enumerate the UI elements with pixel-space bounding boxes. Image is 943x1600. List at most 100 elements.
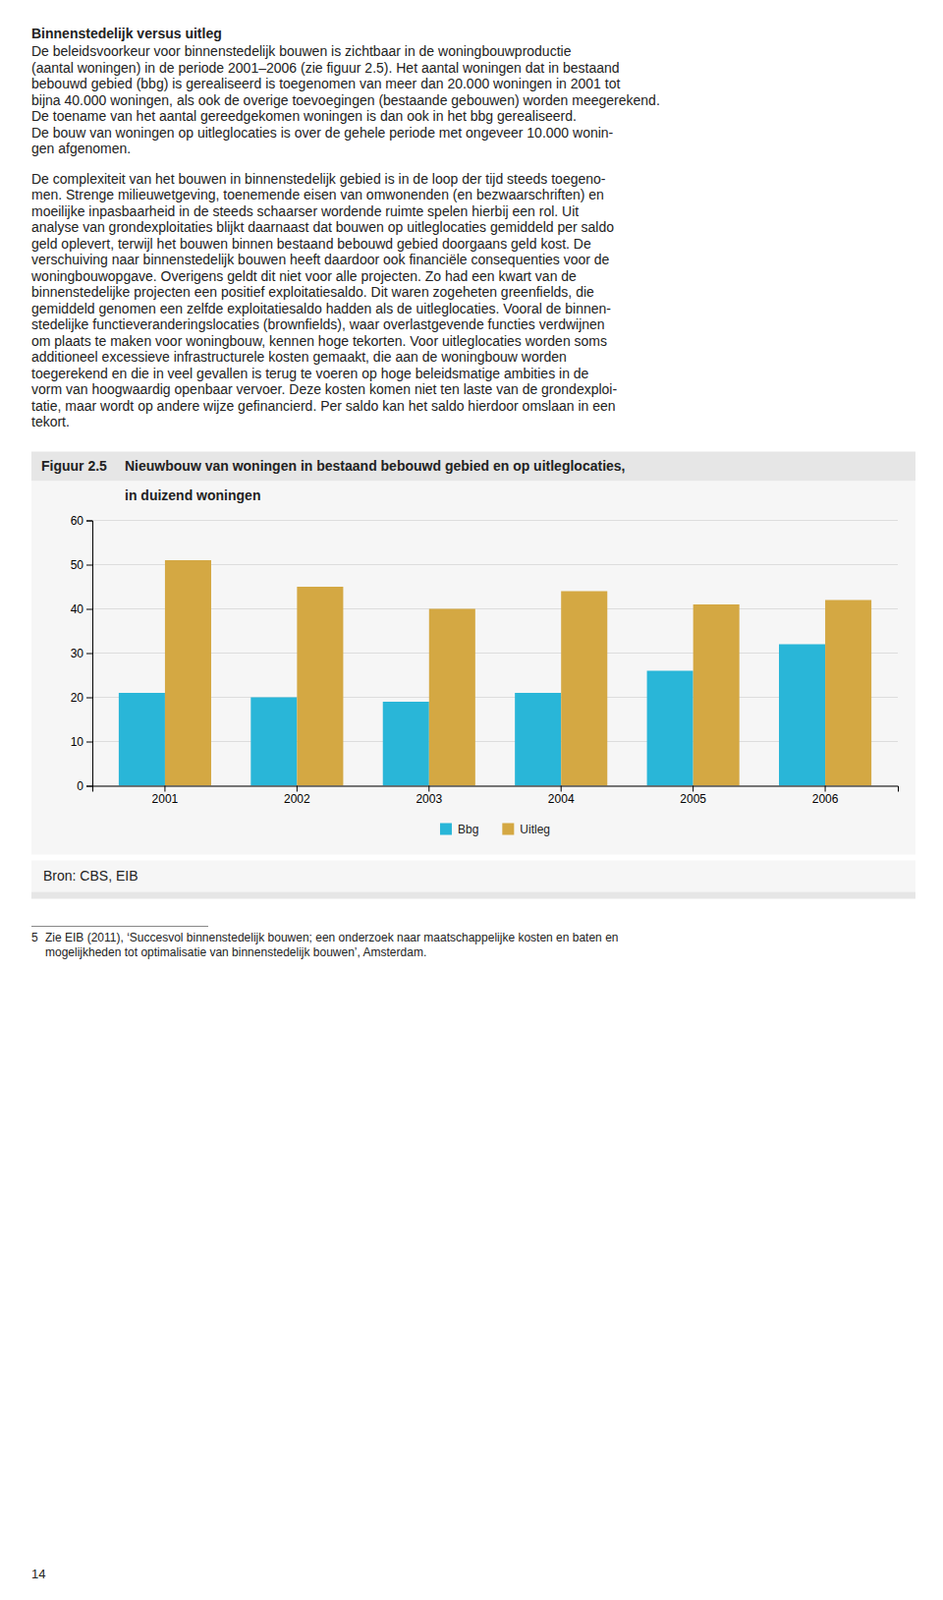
x-tick: 2002 <box>283 785 311 807</box>
chart-title: Nieuwbouw van woningen in bestaand bebou… <box>124 457 625 474</box>
y-tick: 0 <box>76 778 93 793</box>
y-tick-label: 50 <box>70 557 85 572</box>
x-tick-mark <box>164 785 166 792</box>
footnote-line: Zie EIB (2011), ‘Succesvol binnenstedeli… <box>45 930 618 944</box>
x-axis-line <box>93 785 899 792</box>
paragraph-line: geld oplevert, terwijl het bouwen binnen… <box>31 235 592 252</box>
figure-body <box>31 481 916 855</box>
chart-subtitle: in duizend woningen <box>124 487 261 503</box>
y-tick: 10 <box>70 734 93 749</box>
section-heading: Binnenstedelijk versus uitleg <box>31 25 222 42</box>
paragraph-line: tekort. <box>31 413 70 430</box>
paragraph-line: woningbouwopgave. Overigens geldt dit ni… <box>30 268 577 284</box>
paragraph-line: men. Strenge milieuwetgeving, toenemende… <box>31 186 605 203</box>
x-tick-mark <box>560 785 562 792</box>
paragraph-line: analyse van grondexploitaties blijkt daa… <box>31 219 614 235</box>
paragraph-line: vorm van hoogwaardig openbaar vervoer. D… <box>31 381 617 397</box>
bar <box>165 559 212 786</box>
x-tick-label: 2004 <box>548 791 575 806</box>
x-tick-label: 2003 <box>415 791 443 806</box>
paragraph-line: gen afgenomen. <box>31 140 131 157</box>
y-tick-label: 30 <box>70 646 85 661</box>
y-tick-mark <box>86 741 93 743</box>
bar <box>514 692 561 786</box>
x-tick-label: 2005 <box>679 791 707 806</box>
footnote-number: 5 <box>31 930 39 944</box>
paragraph-line: moeilijke inpasbaarheid in de steeds sch… <box>31 203 579 220</box>
y-tick-label: 40 <box>70 602 85 616</box>
x-tick: 2003 <box>415 785 443 807</box>
bar <box>250 697 297 786</box>
bar <box>296 586 343 786</box>
figure-bottom-bar <box>31 891 916 899</box>
x-tick-label: 2006 <box>812 791 839 806</box>
bar <box>560 591 608 786</box>
x-tick-mark <box>692 785 694 792</box>
paragraph-line: bebouwd gebied (bbg) is gerealiseerd is … <box>31 75 620 92</box>
paragraph-line: om plaats te maken voor woningbouw, kenn… <box>31 332 608 349</box>
y-tick-label: 60 <box>70 513 85 528</box>
legend: Bbg Uitleg <box>440 822 551 836</box>
bar <box>825 600 872 786</box>
paragraph-line: binnenstedelijke projecten een positief … <box>31 283 595 300</box>
legend-item: Uitleg <box>501 822 551 836</box>
y-tick: 60 <box>70 513 93 528</box>
x-tick-mark <box>428 785 430 792</box>
y-tick-label: 20 <box>70 690 85 705</box>
legend-label: Bbg <box>457 822 479 836</box>
x-tick: 2001 <box>152 785 179 807</box>
x-tick-mark <box>825 785 827 792</box>
y-tick-mark <box>86 564 93 566</box>
bar <box>647 670 694 786</box>
legend-swatch <box>440 823 452 835</box>
bar <box>118 692 166 786</box>
source-box <box>31 860 916 892</box>
y-tick-mark <box>86 785 93 787</box>
y-tick-mark <box>86 520 93 522</box>
x-tick: 2005 <box>679 785 707 807</box>
paragraph-line: De bouw van woningen op uitleglocaties i… <box>31 124 614 141</box>
grid-line <box>92 608 898 610</box>
bars <box>118 559 872 786</box>
y-tick-mark <box>86 653 93 655</box>
paragraph-line: De toename van het aantal gereedgekomen … <box>31 108 577 124</box>
grid-line <box>92 563 898 565</box>
legend-swatch <box>501 823 514 835</box>
y-tick-mark <box>86 697 93 699</box>
bar <box>693 604 740 786</box>
source-note: Bron: CBS, EIB <box>43 867 138 884</box>
footnote-line: mogelijkheden tot optimalisatie van binn… <box>45 944 427 959</box>
bar-series <box>165 559 872 786</box>
figure-header-bar <box>31 451 916 482</box>
page-number: 14 <box>31 1565 46 1581</box>
legend-item: Bbg <box>440 822 479 836</box>
x-tick: 2004 <box>548 785 575 807</box>
grid-line <box>92 696 898 698</box>
grid <box>92 520 898 786</box>
paragraph-line: toegerekend en die in veel gevallen is t… <box>31 365 590 382</box>
bar <box>383 701 430 786</box>
paragraph-line: tatie, maar wordt op andere wijze gefina… <box>31 397 616 414</box>
paragraph-line: De complexiteit van het bouwen in binnen… <box>31 170 607 187</box>
page: Binnenstedelijk versus uitlegDe beleidsv… <box>0 0 943 1600</box>
paragraph-line: bijna 40.000 woningen, als ook de overig… <box>31 92 661 109</box>
grid-line <box>92 740 898 742</box>
y-tick-mark <box>86 609 93 611</box>
chart: 0 10 20 30 40 50 60 2001 2002 2003 2004 2005 2006 <box>70 513 899 806</box>
x-tick-label: 2002 <box>283 791 311 806</box>
y-axis-line <box>86 520 94 786</box>
grid-line <box>92 652 898 654</box>
grid-line <box>92 519 898 521</box>
figure-label: Figuur 2.5 <box>41 457 108 474</box>
paragraph-line: gemiddeld genomen een zelfde exploitatie… <box>31 300 611 317</box>
paragraph-line: (aantal woningen) in de periode 2001–200… <box>31 59 620 76</box>
bar <box>778 644 826 786</box>
paragraph-line: verschuiving naar binnenstedelijk bouwen… <box>31 251 611 268</box>
x-tick-label: 2001 <box>152 791 179 806</box>
y-tick: 50 <box>70 557 93 572</box>
y-tick-label: 10 <box>70 734 85 749</box>
bar <box>429 609 476 786</box>
y-axis: 0 10 20 30 40 50 60 <box>70 513 94 793</box>
paragraph-line: stedelijke functieveranderingslocaties (… <box>31 316 606 333</box>
legend-label: Uitleg <box>519 822 551 836</box>
